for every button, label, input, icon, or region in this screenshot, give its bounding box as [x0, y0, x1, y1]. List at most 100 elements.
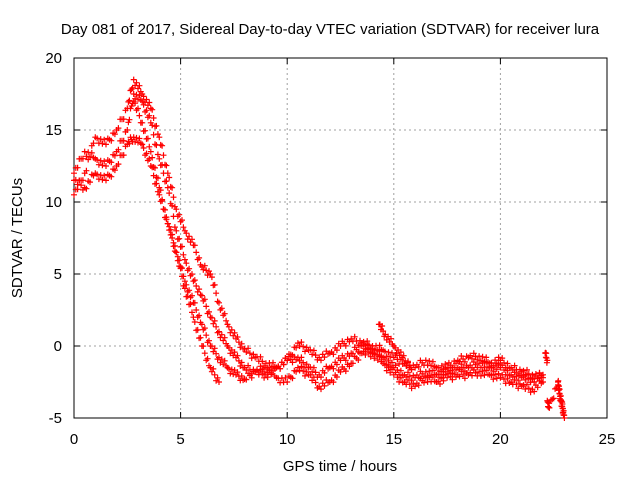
- data-point: [531, 388, 538, 395]
- data-point: [469, 355, 475, 362]
- y-tick-label: 10: [45, 194, 62, 211]
- data-point: [221, 310, 228, 317]
- data-point: [133, 79, 140, 86]
- data-point: [146, 155, 153, 162]
- data-point: [422, 357, 429, 364]
- data-point: [504, 360, 511, 367]
- data-point: [173, 249, 180, 256]
- data-point: [115, 161, 122, 168]
- data-point: [415, 382, 422, 389]
- data-point: [94, 135, 101, 142]
- data-point: [435, 364, 442, 371]
- data-point: [318, 386, 324, 393]
- data-point: [191, 319, 198, 325]
- data-point: [300, 359, 307, 366]
- data-point: [173, 227, 180, 234]
- data-point: [428, 362, 435, 369]
- data-point: [284, 357, 291, 364]
- data-point: [176, 257, 183, 264]
- data-point: [147, 148, 154, 155]
- data-point: [201, 350, 208, 357]
- data-point: [128, 86, 135, 93]
- data-point: [374, 357, 381, 363]
- data-point: [493, 366, 500, 373]
- data-point: [412, 383, 419, 390]
- data-point: [111, 167, 118, 174]
- data-point: [300, 368, 307, 375]
- data-point: [300, 343, 307, 350]
- data-point: [511, 369, 518, 376]
- data-point: [381, 348, 388, 355]
- data-point: [458, 361, 465, 368]
- data-point: [135, 105, 141, 112]
- data-point: [214, 298, 221, 305]
- data-point: [74, 164, 81, 171]
- data-point: [171, 242, 178, 249]
- data-point: [495, 370, 502, 377]
- data-point: [186, 287, 193, 294]
- data-point: [179, 243, 185, 250]
- data-point: [135, 96, 141, 103]
- data-point: [201, 296, 208, 303]
- data-point: [211, 317, 218, 324]
- data-point: [163, 216, 170, 223]
- data-point: [156, 134, 163, 141]
- data-point: [373, 351, 379, 358]
- data-point: [164, 220, 171, 227]
- data-point: [376, 353, 383, 360]
- data-point: [397, 367, 404, 374]
- data-point: [259, 358, 266, 365]
- data-point: [540, 379, 546, 385]
- data-point: [180, 251, 187, 258]
- data-point: [167, 183, 174, 190]
- data-point: [99, 176, 106, 183]
- data-point: [389, 359, 395, 366]
- data-point: [355, 357, 362, 363]
- data-point: [277, 365, 284, 372]
- data-point: [101, 172, 108, 179]
- data-point: [504, 367, 511, 374]
- data-point: [206, 337, 212, 344]
- data-point: [392, 369, 399, 376]
- data-point: [342, 342, 349, 349]
- data-point: [200, 266, 207, 273]
- data-point: [262, 364, 269, 371]
- data-point: [467, 352, 474, 359]
- data-point: [146, 112, 153, 119]
- data-point: [394, 374, 401, 381]
- data-point: [499, 371, 506, 378]
- data-point: [140, 145, 147, 151]
- data-point: [140, 101, 147, 108]
- data-point: [190, 314, 197, 321]
- data-point: [154, 151, 161, 158]
- data-point: [184, 293, 191, 300]
- data-point: [196, 312, 203, 319]
- data-point: [181, 256, 188, 263]
- data-point: [180, 224, 187, 231]
- data-point: [360, 341, 367, 348]
- data-point: [76, 177, 83, 184]
- data-point: [223, 317, 230, 324]
- data-point: [342, 368, 349, 375]
- data-point: [126, 116, 133, 123]
- data-point: [221, 334, 228, 341]
- data-point: [380, 328, 387, 335]
- data-point: [200, 343, 207, 350]
- data-point: [362, 351, 369, 358]
- data-point: [515, 385, 522, 392]
- data-point: [197, 291, 204, 298]
- y-tick-label: 5: [54, 266, 62, 283]
- data-point: [483, 359, 490, 366]
- data-point: [181, 285, 188, 292]
- data-point: [108, 137, 115, 144]
- data-point: [170, 213, 177, 220]
- data-point: [216, 299, 222, 306]
- data-point: [120, 137, 127, 144]
- data-point: [280, 361, 287, 368]
- data-point: [160, 170, 167, 177]
- data-points: [71, 76, 568, 421]
- data-point: [421, 379, 427, 386]
- data-point: [83, 185, 90, 192]
- data-point: [166, 190, 173, 197]
- data-point: [234, 369, 241, 376]
